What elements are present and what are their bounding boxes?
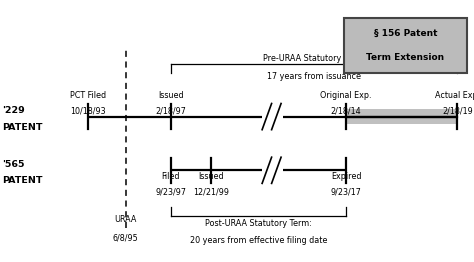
Text: PCT Filed: PCT Filed: [70, 91, 106, 100]
Text: Actual Exp.: Actual Exp.: [435, 91, 474, 100]
Text: § 156 Patent: § 156 Patent: [374, 29, 437, 38]
Text: 6/8/95: 6/8/95: [113, 233, 138, 242]
Text: Pre-URAA Statutory Term:: Pre-URAA Statutory Term:: [263, 54, 365, 63]
Text: '229: '229: [2, 106, 25, 115]
Text: Issued: Issued: [158, 91, 183, 100]
Text: Term Extension: Term Extension: [366, 53, 444, 62]
Text: 2/18/14: 2/18/14: [331, 106, 361, 115]
Text: 2/18/19: 2/18/19: [442, 106, 473, 115]
Text: Issued: Issued: [198, 172, 224, 181]
Text: '565: '565: [2, 160, 25, 169]
Text: Original Exp.: Original Exp.: [320, 91, 372, 100]
Text: 10/18/93: 10/18/93: [70, 106, 106, 115]
Text: 2/18/97: 2/18/97: [155, 106, 186, 115]
Text: PATENT: PATENT: [2, 123, 43, 132]
Text: Post-URAA Statutory Term:: Post-URAA Statutory Term:: [205, 219, 312, 228]
Text: Filed: Filed: [161, 172, 180, 181]
Text: 17 years from issuance: 17 years from issuance: [267, 72, 361, 81]
Text: URAA: URAA: [114, 215, 137, 224]
Text: PATENT: PATENT: [2, 177, 43, 185]
Bar: [344, 18, 467, 73]
Text: 9/23/97: 9/23/97: [155, 187, 186, 196]
Text: 12/21/99: 12/21/99: [193, 187, 229, 196]
Bar: [346, 109, 457, 124]
Text: 20 years from effective filing date: 20 years from effective filing date: [190, 236, 327, 245]
Text: Expired: Expired: [331, 172, 361, 181]
Text: 9/23/17: 9/23/17: [330, 187, 362, 196]
